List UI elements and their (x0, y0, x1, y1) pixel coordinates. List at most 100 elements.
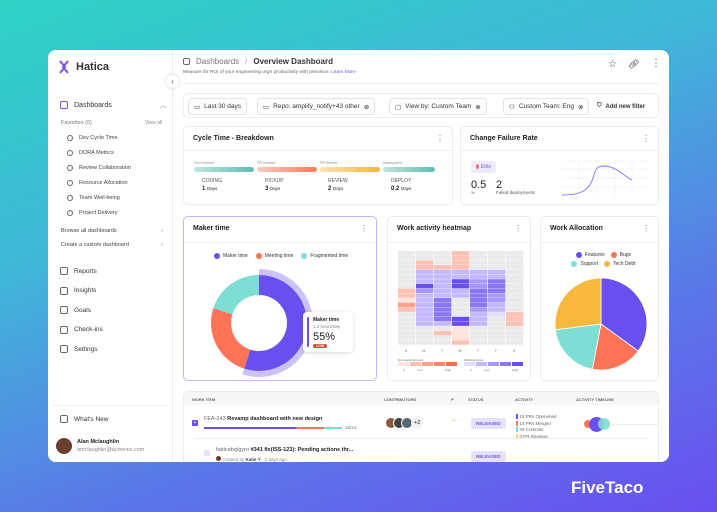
column-header[interactable]: ACTIVITY TIMELINE (576, 397, 614, 402)
cycle-stage[interactable]: Deployment DEPLOY 0.2 Days (383, 161, 435, 192)
sidebar-item-check-ins[interactable]: Check-ins (60, 325, 103, 334)
link-icon[interactable]: 🔗︎ (628, 59, 640, 69)
heatmap-cell (488, 330, 506, 336)
star-icon[interactable]: ☆ (608, 59, 617, 70)
favorite-item[interactable]: Dev Cycle Time (67, 135, 118, 141)
more-icon[interactable]: ⋮ (651, 58, 661, 69)
created-label: Created by (222, 457, 245, 462)
collapse-sidebar-button[interactable]: ‹ (166, 75, 179, 88)
view-all-link[interactable]: View all (145, 120, 163, 126)
create-dashboard[interactable]: Create a custom dashboard › (61, 242, 163, 248)
more-icon[interactable]: ⋮ (642, 134, 650, 143)
repo-filter[interactable]: ▭ Repo: amplify_notify+43 other ⊗ (257, 98, 376, 115)
label: Add new filter (605, 103, 646, 110)
cycle-stage[interactable]: First Commit CODING 1 Days (194, 161, 254, 192)
stage-bar (194, 167, 254, 172)
more-icon[interactable]: ⋮ (642, 224, 650, 233)
stage-name: PICKUP (265, 178, 284, 184)
label: Insights (74, 287, 97, 294)
heatmap-cell (506, 269, 524, 275)
whats-new[interactable]: What's New (60, 415, 108, 423)
sidebar-item-goals[interactable]: Goals (60, 306, 91, 314)
more-icon[interactable]: ⋮ (514, 224, 522, 233)
heatmap-cell (434, 293, 452, 298)
heatmap-cell (452, 269, 470, 275)
sidebar-item-settings[interactable]: Settings (60, 345, 98, 353)
cfr-unit: % (471, 190, 475, 195)
legend-item[interactable]: Tech Debt (604, 261, 636, 267)
user-email: amclaughlin@acmeinc.com (77, 447, 145, 453)
heatmap-cell (488, 298, 506, 303)
sidebar-item-insights[interactable]: Insights (60, 286, 97, 295)
tooltip-percent: 55% (313, 331, 336, 343)
legend-item[interactable]: Fragmented time (301, 253, 348, 259)
favorite-item[interactable]: DORA Metrics (67, 150, 114, 156)
heatmap-cell (452, 251, 470, 256)
day-label: S (513, 349, 516, 353)
work-item-title[interactable]: FEA-243 Revamp dashboard with new design (204, 416, 322, 422)
more-icon[interactable]: ⋮ (436, 134, 444, 143)
label: Team Well-being (79, 195, 120, 201)
column-header[interactable]: WORK ITEM (192, 397, 216, 402)
gift-icon (60, 415, 68, 423)
heatmap-card: Work activity heatmap ⋮ S M T W T F S Non work… (387, 216, 531, 381)
more-icon[interactable]: ⋮ (360, 224, 368, 233)
label: Review Collaboration (79, 165, 131, 171)
legend-item[interactable]: Bugs (610, 252, 631, 258)
column-header[interactable]: P (451, 397, 454, 402)
add-filter-button[interactable]: ⛉ Add new filter (592, 98, 650, 115)
sidebar-item-dashboards[interactable]: Dashboards ︿ (60, 100, 167, 110)
column-header[interactable]: STATUS (468, 397, 484, 402)
breadcrumb-dashboards[interactable]: Dashboards (196, 57, 240, 66)
heatmap-cell (416, 288, 434, 293)
heatmap-cell (416, 335, 434, 340)
heatmap-cell (452, 326, 470, 331)
day-label: W (458, 349, 462, 353)
item-id: FEA-243 (204, 416, 226, 422)
legend-label: Tech Debt (613, 261, 636, 267)
expand-icon[interactable]: + (192, 420, 198, 426)
pr-title[interactable]: haticahq/gyro #341 fix(ISS-123): Pending… (216, 447, 353, 453)
calendar-icon: ▭ (194, 103, 201, 111)
card-title: Work activity heatmap (397, 225, 472, 232)
column-header[interactable]: ACTIVITY (515, 397, 534, 402)
sidebar-item-reports[interactable]: Reports (60, 267, 97, 275)
heatmap-cell (452, 330, 470, 336)
label: DORA Metrics (79, 150, 114, 156)
legend-item[interactable]: Support (571, 261, 598, 267)
heatmap-cell (470, 298, 488, 303)
heatmap-cell (488, 307, 506, 312)
browse-dashboards[interactable]: Browse all dashboards › (61, 228, 163, 234)
cycle-stage[interactable]: PR Created PICKUP 3 Days (257, 161, 317, 192)
heatmap-cell (434, 330, 452, 336)
legend-item[interactable]: Maker time (214, 253, 248, 259)
avatar[interactable] (56, 438, 72, 454)
more-contributors: +2 (411, 417, 423, 429)
cycle-stage[interactable]: PR Review REVIEW 2 Days (320, 161, 380, 192)
team-filter[interactable]: ⚇ Custom Team: Eng ⊗ (503, 98, 590, 115)
clear-icon[interactable]: ⊗ (363, 103, 370, 111)
favorite-item[interactable]: Resource Allocation (67, 180, 128, 186)
view-by-filter[interactable]: ▢ View by: Custom Team ⊗ (389, 98, 487, 115)
change-failure-rate-card: Change Failure Rate ⋮ ▮ Elite 0.5 % 2 Fa… (460, 126, 659, 205)
clear-icon[interactable]: ⊗ (577, 103, 584, 111)
legend-step (398, 362, 409, 366)
heatmap-cell (488, 255, 506, 261)
column-header[interactable]: CONTRIBUTORS (384, 397, 417, 402)
favorite-item[interactable]: Team Well-being (67, 195, 120, 201)
heatmap-cell (398, 283, 416, 289)
favorite-item[interactable]: Review Collaboration (67, 165, 131, 171)
legend-swatch (575, 252, 582, 258)
learn-more-link[interactable]: Learn More (331, 70, 356, 75)
heatmap-cell (434, 288, 452, 293)
clear-icon[interactable]: ⊗ (475, 103, 481, 111)
favorite-item[interactable]: Project Delivery (67, 210, 118, 216)
heatmap-cell (452, 316, 470, 322)
logo: Hatica (57, 59, 109, 75)
contributors[interactable]: +2 (385, 417, 423, 429)
legend-item[interactable]: Features (575, 252, 605, 258)
activity-text: 0 PR Reviews (519, 433, 548, 439)
legend-step (434, 362, 445, 366)
legend-item[interactable]: Meeting time (255, 253, 293, 259)
date-filter[interactable]: ▭ Last 30 days (188, 98, 248, 115)
